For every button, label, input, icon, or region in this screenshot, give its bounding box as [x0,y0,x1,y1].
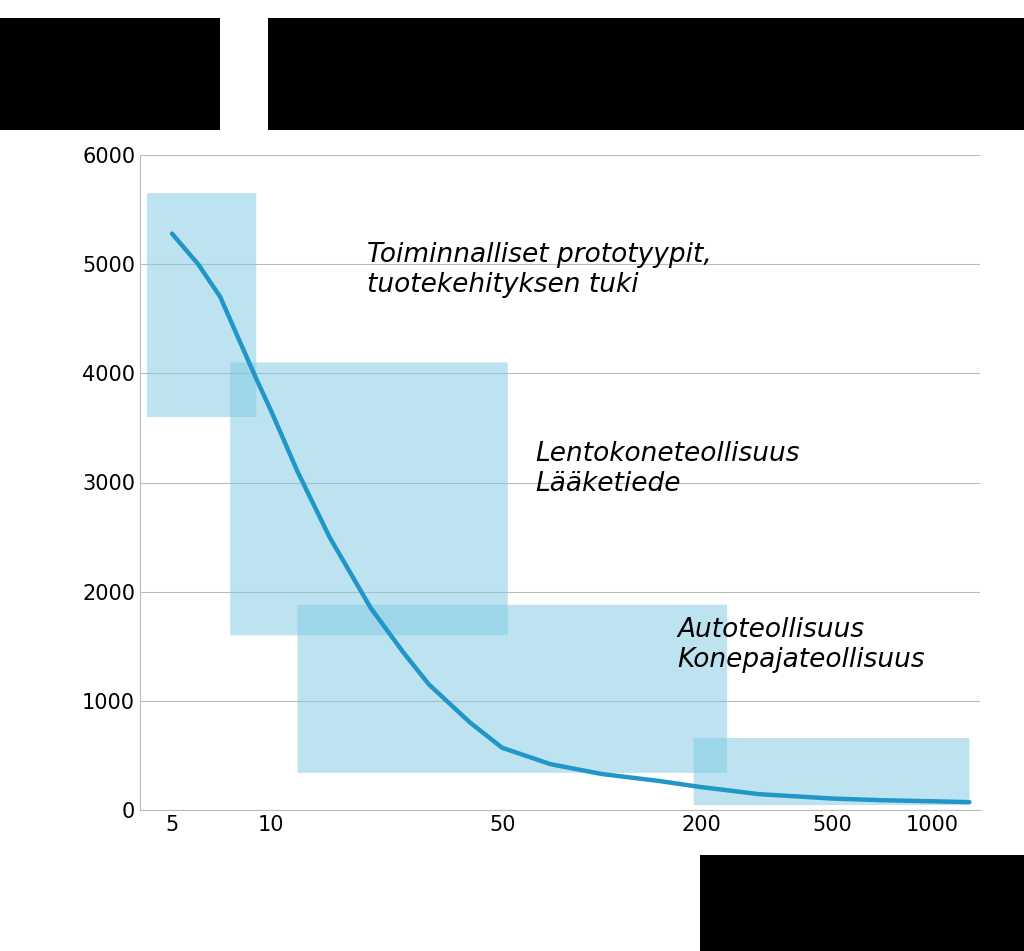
FancyBboxPatch shape [147,193,256,417]
Text: Autoteollisuus
Konepajateollisuus: Autoteollisuus Konepajateollisuus [678,617,926,672]
Text: Toiminnalliset prototyypit,
tuotekehityksen tuki: Toiminnalliset prototyypit, tuotekehityk… [367,243,712,299]
FancyBboxPatch shape [693,738,970,805]
Text: Valmistusnopeus: Valmistusnopeus [810,856,982,874]
FancyBboxPatch shape [230,362,508,635]
Text: Lentokoneteollisuus
Lääketiede: Lentokoneteollisuus Lääketiede [535,441,800,497]
FancyBboxPatch shape [298,605,727,773]
